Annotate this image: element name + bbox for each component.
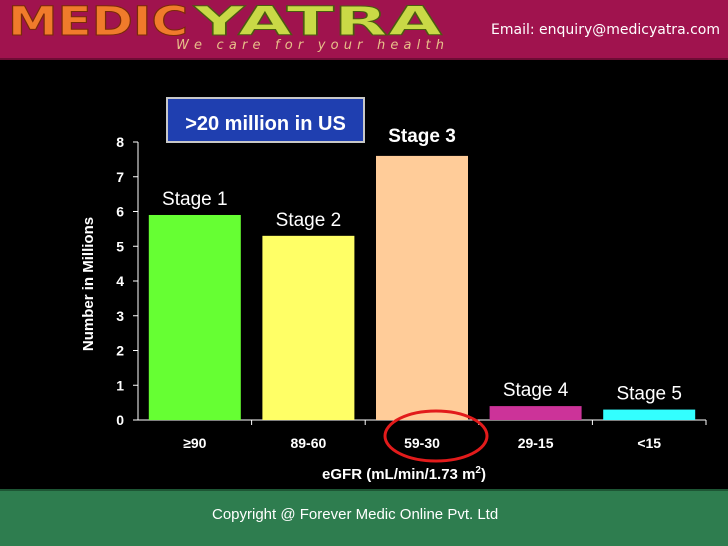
y-axis-title: Number in Millions [80,217,97,351]
bar-label-stage-3: Stage 3 [388,126,456,147]
x-axis-title-end: ) [481,466,486,483]
bar-label-stage-5: Stage 5 [616,384,682,405]
x-tick-label: <15 [637,435,661,451]
highlight-circle [383,409,489,463]
header-banner: MEDIC YATRA We care for your health Emai… [0,0,728,60]
ckd-stage-bar-chart: 0 1 2 3 4 5 6 7 8 Stage 1 Stage 2 Stage 3 Stage 4 St… [80,97,707,483]
medicyatra-logo: MEDIC YATRA We care for your health [8,1,444,53]
y-tick-label: 0 [116,412,124,428]
bar-4 [489,406,582,420]
brand-left: MEDIC [8,1,188,45]
bar-1 [148,214,241,420]
brand-right: YATRA [192,1,442,45]
brand-tagline: We care for your health [176,38,444,53]
annotation-box [166,97,365,143]
y-tick-label: 6 [116,204,124,220]
bar-2 [262,235,355,420]
y-tick-label: 4 [116,273,124,289]
copyright-text: Copyright @ Forever Medic Online Pvt. Lt… [212,506,499,523]
y-tick-label: 3 [116,308,124,324]
annotation-text: >20 million in US [185,113,346,135]
x-tick-label: 29-15 [518,435,554,451]
x-axis-title-main: eGFR (mL/min/1.73 m [322,466,475,483]
bar-label-stage-1: Stage 1 [162,189,228,210]
y-tick-label: 2 [116,343,124,359]
y-tick-label: 5 [116,238,124,254]
footer-banner: Copyright @ Forever Medic Online Pvt. Lt… [0,489,728,546]
y-tick-label: 7 [116,169,124,185]
bar-label-stage-4: Stage 4 [503,380,569,401]
x-tick-label: ≥90 [183,435,206,451]
y-tick-label: 8 [116,134,124,150]
x-axis-title: eGFR (mL/min/1.73 m2) [322,465,486,483]
x-tick-label: 89-60 [290,435,326,451]
x-tick-label: 59-30 [404,435,440,451]
bar-label-stage-2: Stage 2 [276,210,342,231]
x-axis-title-sup: 2 [475,465,481,476]
bar-5 [603,409,696,420]
contact-email[interactable]: Email: enquiry@medicyatra.com [491,22,720,38]
y-tick-label: 1 [116,377,124,393]
bar-3 [376,155,468,420]
